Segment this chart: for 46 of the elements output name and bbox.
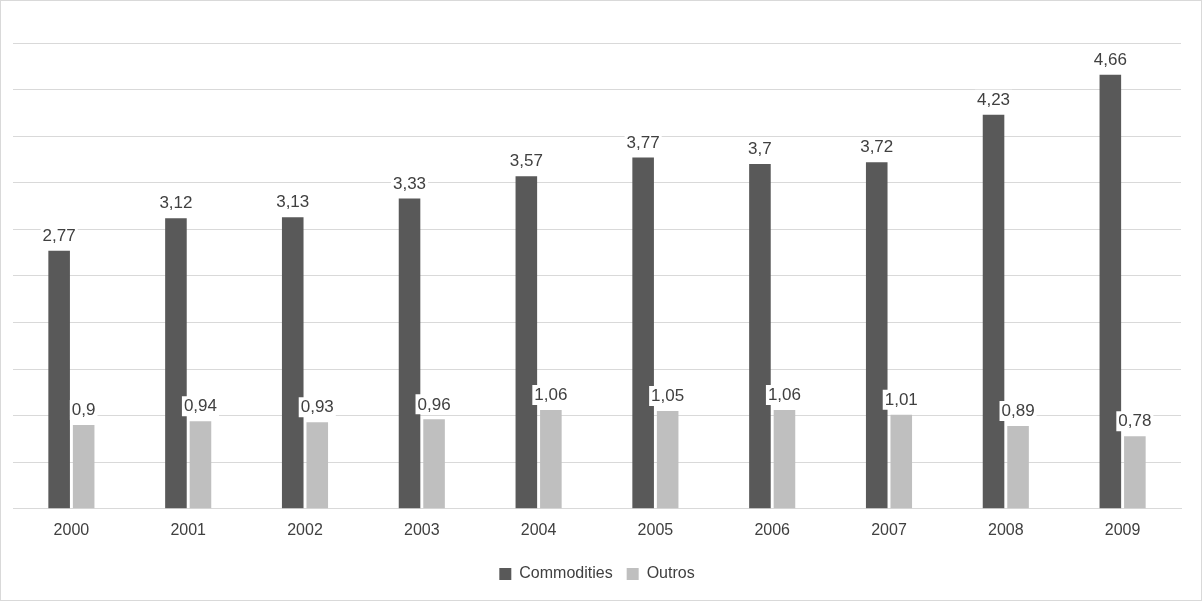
data-label: 1,01	[884, 389, 918, 409]
bar	[749, 164, 771, 509]
bar	[1124, 436, 1146, 509]
x-tick-label: 2002	[287, 520, 323, 538]
x-tick-label: 2005	[637, 520, 674, 538]
data-label: 1,06	[534, 385, 568, 405]
bar	[48, 250, 70, 509]
data-label: 0,93	[300, 397, 334, 417]
bar	[306, 422, 329, 509]
x-tick-label: 2006	[754, 520, 791, 538]
data-label: 3,33	[392, 173, 427, 193]
data-label: 1,06	[767, 385, 802, 405]
legend-label: Commodities	[519, 564, 613, 582]
data-label: 3,77	[626, 132, 660, 152]
data-label: 3,7	[748, 139, 772, 159]
x-tick-label: 2001	[170, 520, 207, 538]
x-tick-label: 2008	[988, 520, 1024, 538]
legend-label: Outros	[646, 564, 695, 582]
data-label: 4,66	[1093, 49, 1127, 69]
x-tick-label: 2003	[404, 520, 440, 538]
data-label: 3,13	[276, 192, 310, 212]
bar	[632, 157, 654, 509]
bar	[890, 414, 913, 509]
data-label: 4,23	[976, 89, 1011, 109]
data-label: 0,78	[1118, 411, 1152, 431]
bar	[773, 410, 796, 509]
bar	[656, 410, 679, 509]
data-label: 0,9	[71, 400, 96, 420]
data-label: 3,57	[509, 151, 543, 171]
x-tick-label: 2007	[871, 520, 907, 538]
data-label: 0,94	[183, 396, 218, 416]
bar	[189, 421, 212, 509]
bar	[72, 424, 95, 509]
x-tick-label: 2004	[520, 520, 557, 538]
x-tick-label: 2000	[53, 520, 90, 538]
data-label: 0,96	[417, 394, 451, 414]
bar	[1007, 425, 1029, 509]
x-tick-label: 2009	[1104, 520, 1141, 538]
bar	[540, 410, 562, 509]
data-label: 0,89	[1001, 401, 1035, 421]
bar	[865, 162, 888, 509]
bar	[423, 419, 445, 509]
data-label: 3,12	[159, 193, 193, 213]
data-label: 1,05	[651, 386, 685, 406]
data-label: 2,77	[42, 225, 76, 245]
data-label: 3,72	[860, 137, 894, 157]
